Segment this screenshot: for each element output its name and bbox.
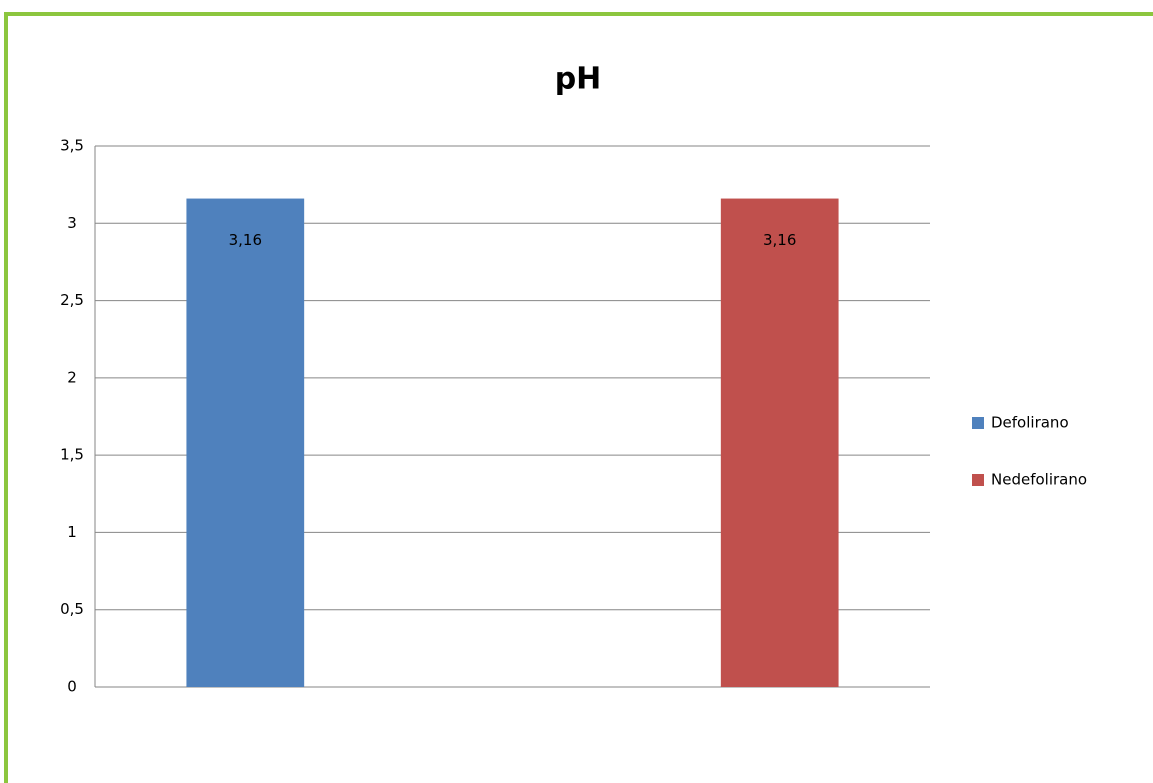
chart-title: pH bbox=[555, 62, 602, 97]
y-tick-label: 0,5 bbox=[60, 600, 84, 618]
y-tick-label: 2,5 bbox=[60, 291, 84, 309]
bar bbox=[186, 198, 305, 687]
y-tick-label: 1 bbox=[67, 523, 77, 541]
legend-label: Nedefolirano bbox=[991, 471, 1087, 489]
chart-border bbox=[4, 12, 1153, 783]
legend-swatch bbox=[972, 474, 984, 486]
y-tick-label: 2 bbox=[67, 368, 77, 386]
y-tick-label: 3,5 bbox=[60, 137, 84, 155]
legend-swatch bbox=[972, 417, 984, 429]
data-label: 3,16 bbox=[763, 231, 796, 249]
data-label: 3,16 bbox=[229, 231, 262, 249]
bar bbox=[720, 198, 839, 687]
legend-label: Defolirano bbox=[991, 414, 1069, 432]
y-tick-label: 1,5 bbox=[60, 446, 84, 464]
y-tick-label: 0 bbox=[67, 678, 77, 696]
y-tick-label: 3 bbox=[67, 214, 77, 232]
